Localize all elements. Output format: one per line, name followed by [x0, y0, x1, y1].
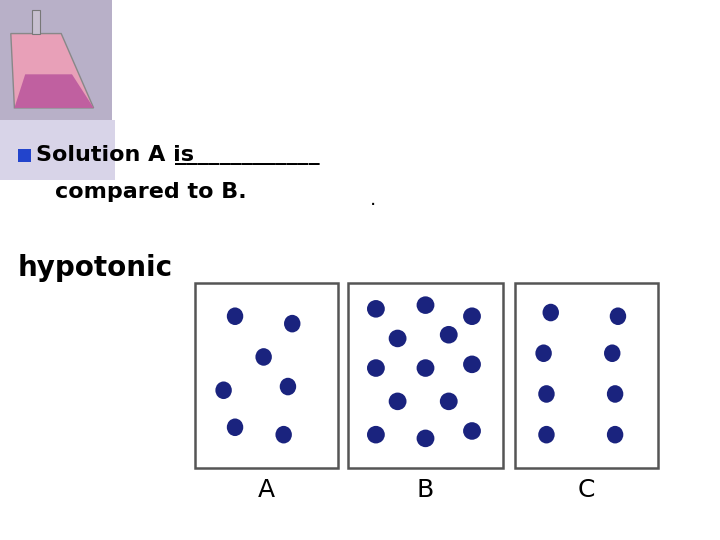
- Ellipse shape: [227, 307, 243, 325]
- Ellipse shape: [440, 393, 458, 410]
- Text: B: B: [417, 478, 434, 502]
- Ellipse shape: [607, 426, 624, 443]
- Ellipse shape: [536, 345, 552, 362]
- Text: A: A: [258, 478, 275, 502]
- Ellipse shape: [539, 385, 554, 403]
- Ellipse shape: [607, 385, 624, 403]
- Polygon shape: [11, 33, 94, 108]
- Text: compared to B.: compared to B.: [55, 182, 247, 202]
- Ellipse shape: [463, 307, 481, 325]
- Ellipse shape: [276, 426, 292, 443]
- Ellipse shape: [367, 359, 384, 377]
- Text: _____________: _____________: [175, 145, 320, 165]
- Ellipse shape: [539, 426, 554, 443]
- Ellipse shape: [256, 348, 272, 366]
- Ellipse shape: [417, 430, 434, 447]
- Ellipse shape: [610, 307, 626, 325]
- Ellipse shape: [440, 326, 458, 343]
- Bar: [18, 149, 31, 162]
- Ellipse shape: [604, 345, 621, 362]
- Bar: [515, 283, 658, 468]
- Bar: [0, 120, 115, 180]
- Ellipse shape: [389, 329, 407, 347]
- Ellipse shape: [280, 378, 296, 395]
- Bar: [195, 283, 338, 468]
- Bar: [0, 0, 112, 120]
- Text: C: C: [578, 478, 595, 502]
- Bar: [348, 283, 503, 468]
- Ellipse shape: [463, 422, 481, 440]
- Text: Solution A is: Solution A is: [36, 145, 202, 165]
- Ellipse shape: [284, 315, 300, 333]
- Ellipse shape: [367, 426, 384, 443]
- Polygon shape: [14, 75, 94, 108]
- Ellipse shape: [543, 303, 559, 321]
- Text: Question 53: Question 53: [126, 43, 353, 77]
- Ellipse shape: [367, 300, 384, 318]
- Ellipse shape: [417, 296, 434, 314]
- Ellipse shape: [463, 355, 481, 373]
- Ellipse shape: [227, 418, 243, 436]
- Text: .: .: [370, 191, 377, 210]
- Ellipse shape: [215, 381, 232, 399]
- Ellipse shape: [417, 359, 434, 377]
- Polygon shape: [32, 10, 40, 33]
- Ellipse shape: [389, 393, 407, 410]
- Text: hypotonic: hypotonic: [18, 254, 173, 282]
